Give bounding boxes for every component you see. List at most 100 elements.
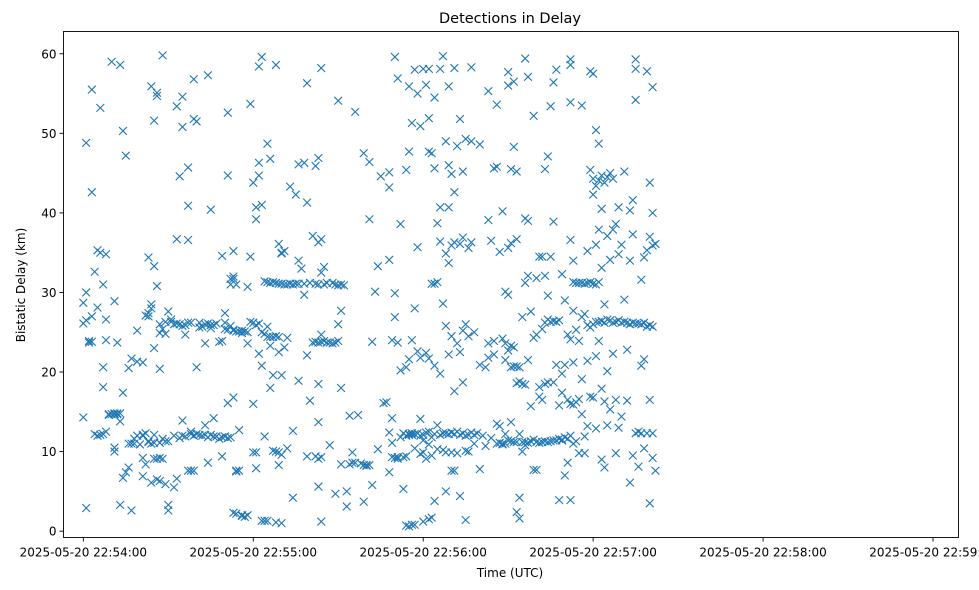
data-point: [549, 217, 558, 226]
data-point: [424, 113, 434, 123]
data-point: [93, 431, 102, 440]
data-point: [384, 255, 394, 265]
data-point: [138, 358, 148, 367]
data-point: [546, 101, 555, 111]
data-point: [107, 57, 116, 67]
data-point: [359, 148, 369, 158]
data-point: [98, 382, 108, 392]
data-point: [416, 431, 425, 440]
data-point: [435, 369, 445, 378]
data-point: [214, 337, 224, 347]
data-point: [141, 428, 150, 438]
y-axis-title: Bistatic Delay (km): [14, 228, 28, 343]
data-point: [365, 157, 374, 167]
data-point: [254, 158, 264, 168]
data-point: [248, 399, 258, 409]
data-point: [447, 466, 456, 475]
data-point: [127, 506, 136, 515]
data-point: [620, 167, 629, 176]
data-point: [387, 438, 397, 448]
data-point: [345, 411, 354, 421]
data-point: [382, 397, 391, 407]
data-point: [458, 233, 468, 242]
data-point: [597, 263, 606, 273]
data-point: [569, 256, 578, 265]
data-point: [251, 448, 261, 457]
data-point: [217, 452, 227, 461]
data-point: [390, 453, 400, 463]
data-point: [260, 516, 269, 526]
data-point: [192, 429, 201, 439]
x-tick-label: 2025-05-20 22:59:00: [869, 546, 979, 560]
data-point: [557, 388, 567, 397]
data-point: [152, 88, 162, 98]
data-point: [636, 275, 646, 285]
data-point: [648, 208, 657, 218]
data-point: [161, 329, 170, 339]
data-point: [614, 203, 623, 212]
data-point: [503, 67, 513, 77]
data-point: [271, 447, 281, 456]
data-point: [427, 148, 436, 158]
data-point: [226, 432, 235, 442]
data-point: [209, 413, 218, 423]
data-point: [217, 251, 227, 261]
data-point: [475, 140, 485, 149]
data-point: [158, 454, 167, 464]
data-point: [543, 291, 553, 300]
data-point: [274, 460, 284, 470]
data-point: [416, 414, 425, 424]
data-point: [452, 141, 462, 151]
data-point: [571, 436, 581, 446]
data-point: [251, 203, 261, 212]
data-point: [503, 436, 513, 445]
data-point: [648, 428, 657, 438]
data-point: [223, 171, 233, 180]
data-point: [461, 134, 470, 144]
data-point: [404, 354, 414, 364]
data-point: [367, 337, 377, 347]
data-point: [523, 355, 533, 365]
data-point: [540, 271, 550, 281]
data-point: [152, 281, 162, 291]
data-point: [325, 440, 335, 450]
data-point: [149, 343, 159, 353]
data-point: [549, 436, 558, 445]
data-point: [594, 225, 604, 234]
data-point: [498, 334, 507, 343]
data-point: [603, 366, 612, 376]
x-tick-label: 2025-05-20 22:58:00: [699, 546, 826, 560]
data-point: [274, 332, 284, 342]
data-point: [271, 60, 281, 70]
data-point: [268, 446, 278, 456]
data-point: [178, 122, 187, 132]
data-point: [147, 439, 156, 448]
data-point: [161, 479, 170, 489]
data-point: [101, 315, 111, 324]
data-point: [96, 430, 105, 440]
data-point: [282, 444, 292, 453]
data-point: [594, 139, 604, 148]
data-point: [316, 234, 326, 244]
data-point: [444, 258, 453, 268]
data-point: [427, 513, 436, 522]
data-point: [144, 312, 153, 321]
data-point: [316, 330, 326, 339]
data-point: [509, 142, 519, 152]
data-point: [413, 242, 422, 252]
data-point: [515, 362, 524, 372]
data-point: [217, 336, 227, 346]
data-point: [183, 201, 193, 211]
data-point: [101, 249, 111, 259]
data-point: [401, 165, 411, 175]
data-point: [614, 249, 623, 259]
data-point: [467, 63, 476, 72]
data-point: [138, 471, 148, 481]
data-point: [591, 351, 601, 361]
data-point: [503, 81, 513, 90]
data-point: [608, 318, 618, 327]
data-point: [336, 383, 346, 393]
data-point: [435, 203, 445, 212]
data-point: [118, 473, 128, 483]
data-point: [574, 336, 584, 346]
